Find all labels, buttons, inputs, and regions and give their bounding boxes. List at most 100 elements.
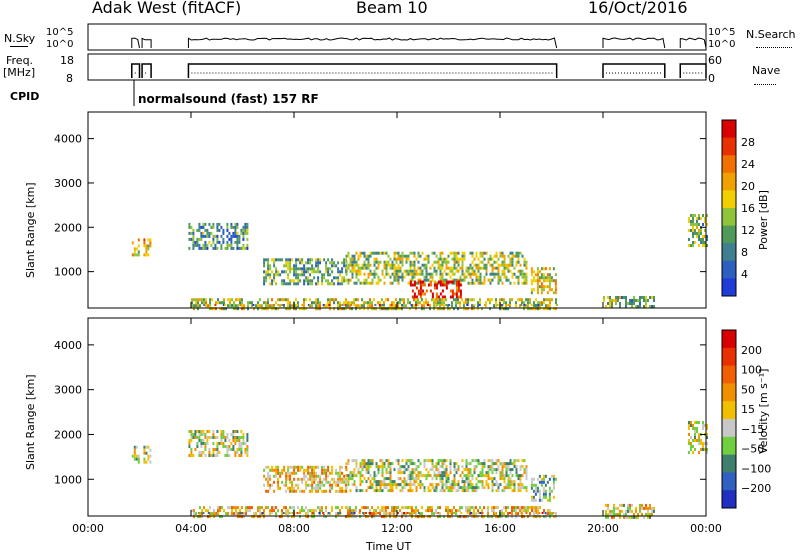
echo-cell (471, 281, 474, 285)
echo-cell (309, 258, 312, 262)
echo-cell (694, 436, 696, 439)
echo-cell (291, 486, 294, 490)
echo-cell (301, 480, 304, 484)
echo-cell (453, 477, 456, 481)
echo-cell (212, 246, 215, 250)
echo-cell (513, 254, 516, 258)
echo-cell (220, 246, 223, 250)
echo-cell (413, 251, 416, 255)
echo-cell (405, 512, 407, 516)
echo-cell (475, 459, 478, 463)
echo-cell (301, 307, 303, 311)
echo-cell (305, 261, 308, 265)
echo-cell (321, 483, 324, 487)
echo-cell (228, 454, 231, 457)
echo-cell (619, 503, 621, 507)
colorbar-swatch (722, 436, 736, 456)
echo-cell (497, 281, 500, 285)
echo-cell (351, 260, 354, 264)
echo-cell (377, 489, 380, 493)
echo-cell (387, 489, 390, 493)
echo-cell (539, 515, 541, 519)
echo-cell (509, 480, 512, 484)
echo-cell (369, 474, 372, 478)
echo-cell (297, 486, 300, 490)
echo-cell (243, 512, 245, 516)
echo-cell (309, 261, 312, 265)
echo-cell (335, 298, 337, 302)
echo-cell (511, 251, 514, 255)
echo-cell (213, 509, 215, 513)
echo-cell (497, 275, 500, 279)
echo-cell (216, 228, 219, 232)
echo-cell (485, 272, 488, 276)
echo-cell (339, 270, 342, 274)
echo-cell (315, 509, 317, 513)
echo-cell (221, 307, 223, 311)
echo-cell (287, 477, 290, 481)
echo-cell (501, 304, 504, 306)
freq-trace (141, 63, 152, 78)
echo-cell (453, 292, 456, 296)
echo-cell (499, 304, 502, 306)
echo-cell (546, 285, 549, 289)
echo-cell (196, 436, 199, 439)
echo-cell (645, 299, 647, 302)
echo-cell (461, 480, 464, 484)
echo-cell (487, 474, 490, 478)
echo-cell (692, 439, 694, 442)
echo-cell (427, 515, 429, 519)
echo-cell (639, 302, 641, 305)
echo-cell (355, 263, 358, 267)
echo-cell (431, 459, 434, 463)
echo-cell (327, 474, 330, 478)
echo-cell (277, 483, 280, 487)
echo-cell (481, 512, 484, 514)
echo-cell (690, 214, 692, 217)
echo-cell (647, 515, 649, 519)
echo-cell (221, 301, 223, 305)
echo-cell (240, 454, 243, 457)
echo-cell (355, 298, 357, 302)
echo-cell (246, 448, 249, 451)
echo-cell (321, 282, 324, 286)
echo-cell (433, 489, 436, 493)
echo-cell (479, 480, 482, 484)
echo-cell (542, 492, 545, 496)
echo-cell (199, 506, 201, 510)
echo-cell (271, 270, 274, 274)
echo-cell (461, 477, 464, 481)
echo-cell (137, 253, 140, 257)
echo-cell (535, 298, 537, 302)
echo-cell (335, 264, 338, 268)
echo-cell (487, 483, 490, 487)
echo-cell (357, 278, 360, 282)
echo-cell (605, 512, 607, 516)
echo-cell (212, 237, 215, 241)
echo-cell (369, 251, 372, 255)
echo-cell (487, 465, 490, 469)
echo-cell (548, 282, 551, 286)
echo-cell (273, 474, 276, 478)
echo-cell (369, 486, 372, 490)
echo-cell (246, 228, 249, 232)
echo-cell (511, 272, 514, 276)
echo-cell (425, 509, 427, 513)
echo-cell (205, 304, 207, 308)
echo-cell (363, 477, 366, 481)
echo-cell (617, 299, 619, 302)
echo-cell (423, 307, 425, 311)
echo-cell (702, 244, 704, 247)
echo-cell (433, 269, 436, 273)
echo-cell (493, 506, 495, 510)
echo-cell (195, 298, 197, 302)
echo-cell (206, 430, 209, 433)
echo-cell (439, 301, 441, 305)
echo-cell (451, 251, 454, 255)
echo-cell (231, 298, 233, 302)
echo-cell (301, 506, 303, 510)
echo-cell (617, 506, 619, 510)
echo-cell (493, 468, 496, 472)
echo-cell (399, 477, 402, 481)
echo-cell (277, 471, 280, 475)
